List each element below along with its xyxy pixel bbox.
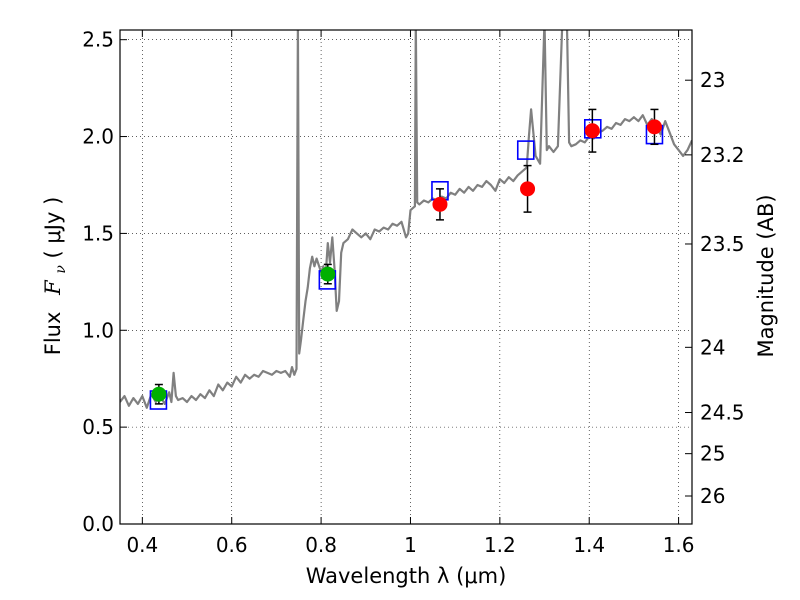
observed-optical-point [151,386,167,402]
right-tick-label: 24 [700,335,725,359]
y-tick-label: 2.5 [82,28,114,52]
x-tick-label: 1.2 [484,533,516,557]
observed-optical-point [320,266,336,282]
observed-nir-point [646,119,662,135]
y-tick-label: 2.0 [82,125,114,149]
right-tick-label: 24.5 [700,401,745,425]
right-tick-label: 23 [700,68,725,92]
y-axis-label-subscript: ν [53,265,69,274]
plot-frame [119,29,693,525]
axis-ticks: 0.4 0.6 0.8 1 1.2 1.4 1.6 0.0 0.5 1.0 1.5 2.0 2.5 23 2… [82,28,744,557]
y-axis-label: Flux F ν ( μJy ) [41,197,70,356]
y-axis-label-symbol: F [41,279,65,296]
model-photometry-square [516,140,535,160]
plot-area [120,30,692,410]
x-tick-label: 1.4 [573,533,605,557]
grid-lines [120,30,692,525]
y-tick-label: 0.5 [82,415,114,439]
x-tick-label: 1 [404,533,417,557]
right-tick-label: 26 [700,484,725,508]
x-tick-label: 0.8 [305,533,337,557]
right-tick-label: 23.2 [700,143,745,167]
right-axis-label: Magnitude (AB) [754,194,778,357]
right-tick-label: 25 [700,442,725,466]
y-tick-label: 0.0 [82,512,114,536]
right-tick-label: 23.5 [700,232,745,256]
sed-model-line [120,30,692,409]
x-axis-label: Wavelength λ (μm) [306,564,507,588]
x-tick-label: 0.6 [216,533,248,557]
y-axis-label-units: ( μJy ) [41,197,65,259]
observed-nir-point [584,123,600,139]
x-tick-label: 1.6 [663,533,695,557]
y-tick-label: 1.0 [82,318,114,342]
x-tick-label: 0.4 [126,533,158,557]
y-axis-label-prefix: Flux [41,312,65,356]
observed-nir-point [520,181,536,197]
observed-nir-point [432,196,448,212]
y-tick-label: 1.5 [82,221,114,245]
